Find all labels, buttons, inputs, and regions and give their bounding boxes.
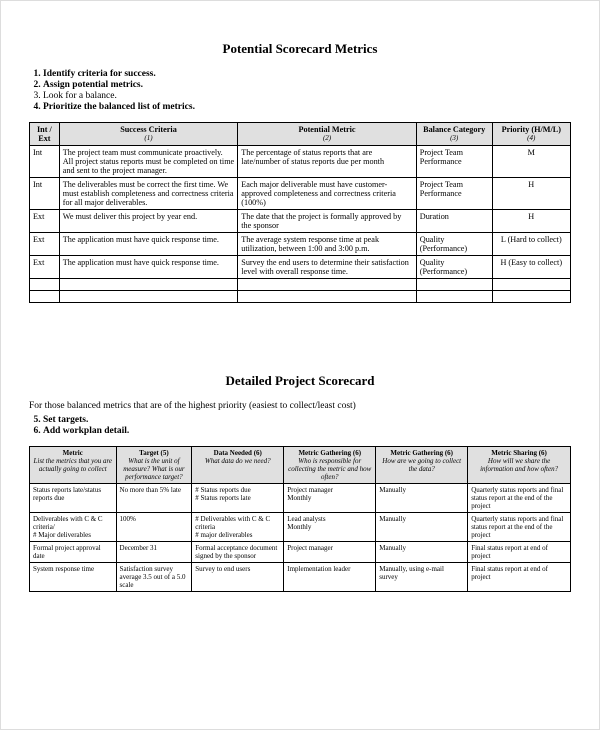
table-row: IntThe deliverables must be correct the … <box>30 178 571 210</box>
column-header: Target (5) What is the unit of measure? … <box>116 447 192 484</box>
table-cell: Manually <box>376 484 468 513</box>
table-cell: Deliverables with C & C criteria/# Major… <box>30 513 117 542</box>
column-header: Success Criteria (1) <box>59 123 238 146</box>
table-cell: Project manager <box>284 542 376 563</box>
table-cell: The deliverables must be correct the fir… <box>59 178 238 210</box>
column-header: Priority (H/M/L) (4) <box>492 123 570 146</box>
column-header: Metric Gathering (6) Who is responsible … <box>284 447 376 484</box>
table-cell: Quarterly status reports and final statu… <box>468 484 571 513</box>
step-item: Look for a balance. <box>43 91 571 101</box>
section1-steps: Identify criteria for success.Assign pot… <box>43 69 571 112</box>
table-cell <box>30 291 60 303</box>
step-item: Add workplan detail. <box>43 426 571 436</box>
table-row: ExtThe application must have quick respo… <box>30 233 571 256</box>
table-cell: M <box>492 146 570 178</box>
table-row: Deliverables with C & C criteria/# Major… <box>30 513 571 542</box>
column-header: Metric Gathering (6) How are we going to… <box>376 447 468 484</box>
column-header: Data Needed (6) What data do we need? <box>192 447 284 484</box>
table-cell: The average system response time at peak… <box>238 233 417 256</box>
table-cell: Quality (Performance) <box>416 233 492 256</box>
table-row <box>30 291 571 303</box>
step-item: Set targets. <box>43 415 571 425</box>
table-cell: Manually, using e-mail survey <box>376 563 468 592</box>
table-cell: We must deliver this project by year end… <box>59 210 238 233</box>
table-row: IntThe project team must communicate pro… <box>30 146 571 178</box>
table-cell: Int <box>30 146 60 178</box>
table-cell: The project team must communicate proact… <box>59 146 238 178</box>
section2-intro: For those balanced metrics that are of t… <box>29 401 571 411</box>
table-cell <box>492 291 570 303</box>
table-cell: # Deliverables with C & C criteria# majo… <box>192 513 284 542</box>
table-cell: The percentage of status reports that ar… <box>238 146 417 178</box>
table-cell <box>492 279 570 291</box>
table-cell <box>416 291 492 303</box>
table-cell <box>416 279 492 291</box>
step-item: Assign potential metrics. <box>43 80 571 90</box>
potential-metrics-table: Int / ExtSuccess Criteria (1)Potential M… <box>29 122 571 303</box>
table-cell: Ext <box>30 233 60 256</box>
table-cell: Lead analystsMonthly <box>284 513 376 542</box>
table-row: Status reports late/status reports dueNo… <box>30 484 571 513</box>
table-cell: Final status report at end of project <box>468 542 571 563</box>
table-row: System response timeSatisfaction survey … <box>30 563 571 592</box>
table-cell: Duration <box>416 210 492 233</box>
table-cell: December 31 <box>116 542 192 563</box>
step-item: Identify criteria for success. <box>43 69 571 79</box>
column-header: Balance Category (3) <box>416 123 492 146</box>
document-page: Potential Scorecard Metrics Identify cri… <box>0 0 600 730</box>
table-cell: Implementation leader <box>284 563 376 592</box>
table-cell: Each major deliverable must have custome… <box>238 178 417 210</box>
detailed-scorecard-table: Metric List the metrics that you are act… <box>29 446 571 592</box>
table-cell: Project managerMonthly <box>284 484 376 513</box>
table-cell: L (Hard to collect) <box>492 233 570 256</box>
table-cell: Formal project approval date <box>30 542 117 563</box>
table-row: Formal project approval dateDecember 31F… <box>30 542 571 563</box>
table-cell <box>238 279 417 291</box>
table-cell: H <box>492 178 570 210</box>
table-cell: Ext <box>30 210 60 233</box>
section2-title: Detailed Project Scorecard <box>29 373 571 389</box>
column-header: Potential Metric (2) <box>238 123 417 146</box>
table-cell: Project Team Performance <box>416 178 492 210</box>
table-cell: H (Easy to collect) <box>492 256 570 279</box>
column-header: Metric List the metrics that you are act… <box>30 447 117 484</box>
table-cell: System response time <box>30 563 117 592</box>
table-header-row: Int / ExtSuccess Criteria (1)Potential M… <box>30 123 571 146</box>
table-cell: # Status reports due# Status reports lat… <box>192 484 284 513</box>
column-header: Int / Ext <box>30 123 60 146</box>
table-cell: The application must have quick response… <box>59 233 238 256</box>
table-cell: Int <box>30 178 60 210</box>
table-row: ExtWe must deliver this project by year … <box>30 210 571 233</box>
table-cell: Quality (Performance) <box>416 256 492 279</box>
table-cell: The application must have quick response… <box>59 256 238 279</box>
table-cell: Survey to end users <box>192 563 284 592</box>
table-cell: Manually <box>376 542 468 563</box>
table-cell: The date that the project is formally ap… <box>238 210 417 233</box>
step-item: Prioritize the balanced list of metrics. <box>43 102 571 112</box>
table-cell: Final status report at end of project <box>468 563 571 592</box>
table-cell: Status reports late/status reports due <box>30 484 117 513</box>
table-cell: 100% <box>116 513 192 542</box>
table-cell: Formal acceptance document signed by the… <box>192 542 284 563</box>
table-cell: Project Team Performance <box>416 146 492 178</box>
section1-title: Potential Scorecard Metrics <box>29 41 571 57</box>
table-cell: No more than 5% late <box>116 484 192 513</box>
table-cell <box>59 291 238 303</box>
table-cell <box>30 279 60 291</box>
table-cell: Survey the end users to determine their … <box>238 256 417 279</box>
section2-steps: Set targets.Add workplan detail. <box>43 415 571 436</box>
table-cell: Ext <box>30 256 60 279</box>
table-cell <box>238 291 417 303</box>
table-cell: Quarterly status reports and final statu… <box>468 513 571 542</box>
table-header-row: Metric List the metrics that you are act… <box>30 447 571 484</box>
table-cell: Satisfaction survey average 3.5 out of a… <box>116 563 192 592</box>
table-cell: Manually <box>376 513 468 542</box>
column-header: Metric Sharing (6) How will we share the… <box>468 447 571 484</box>
table-cell <box>59 279 238 291</box>
table-row <box>30 279 571 291</box>
table-cell: H <box>492 210 570 233</box>
table-row: ExtThe application must have quick respo… <box>30 256 571 279</box>
